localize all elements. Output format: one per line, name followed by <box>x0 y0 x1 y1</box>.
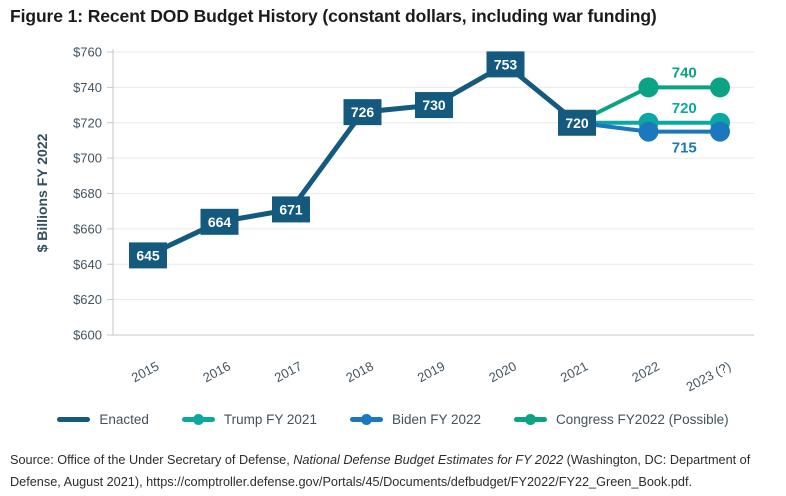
x-tick-label: 2017 <box>272 358 305 385</box>
x-tick-label: 2021 <box>558 358 591 385</box>
data-point-marker <box>710 77 730 98</box>
data-label-box <box>343 99 382 126</box>
data-point-marker <box>710 121 730 142</box>
legend-line-swatch <box>514 413 548 425</box>
y-axis-labels: $600 $620 $640 $660 $680 $700 $720 $740 $760 <box>73 45 102 343</box>
data-label-box <box>558 109 596 136</box>
data-label-box <box>129 242 167 269</box>
y-tick-label: $660 <box>73 221 102 236</box>
series-biden-fy-2022: 715 <box>575 120 730 157</box>
x-tick-label: 2023 (?) <box>684 358 734 394</box>
legend-marker-dot <box>192 413 204 425</box>
y-tick-label: $640 <box>73 257 102 272</box>
x-tick-label: 2018 <box>343 358 376 385</box>
y-tick-label: $740 <box>73 80 102 95</box>
legend-label: Trump FY 2021 <box>223 411 317 427</box>
series-value-label: 720 <box>672 100 697 117</box>
series-value-label: 740 <box>672 64 697 81</box>
legend-marker-dot <box>525 413 537 425</box>
data-label-box <box>415 92 453 119</box>
legend-label: Enacted <box>99 411 149 427</box>
x-tick-label: 2016 <box>200 358 233 385</box>
legend-item-biden-fy-2022: Biden FY 2022 <box>349 411 482 427</box>
legend-item-enacted: Enacted <box>57 412 149 427</box>
data-label-box <box>272 196 310 223</box>
y-tick-label: $680 <box>73 186 102 201</box>
series-value-label: 715 <box>672 140 697 157</box>
y-tick-label: $760 <box>73 45 102 60</box>
legend-item-trump-fy-2021: Trump FY 2021 <box>181 411 317 427</box>
series-congress-fy2022-possible-: 740 <box>575 64 730 125</box>
legend-line-swatch <box>349 413 383 425</box>
x-tick-label: 2020 <box>486 358 519 385</box>
legend-marker-dot <box>360 413 372 425</box>
chart-canvas: $600 $620 $640 $660 $680 $700 $720 $740 $760 2015… <box>34 45 754 394</box>
x-axis-labels: 2015 2016 2017 2018 2019 2020 2021 2022 2023 (?) <box>129 358 734 394</box>
y-axis-title: $ Billions FY 2022 <box>34 133 50 252</box>
legend-label: Congress FY2022 (Possible) <box>556 411 729 427</box>
data-label-value: 726 <box>351 104 375 120</box>
legend-label: Biden FY 2022 <box>391 411 482 427</box>
x-tick-label: 2022 <box>629 358 662 385</box>
data-label-value: 645 <box>136 247 160 263</box>
data-label-value: 730 <box>422 97 446 113</box>
legend-line-swatch <box>181 413 215 425</box>
y-tick-label: $600 <box>73 328 102 343</box>
y-tick-label: $620 <box>73 292 102 307</box>
source-text-prefix: Source: Office of the Under Secretary of… <box>10 453 294 467</box>
legend-line-swatch <box>57 416 91 422</box>
chart-legend: Enacted Trump FY 2021 Biden FY 2022 Congres… <box>0 405 786 433</box>
data-point-marker <box>638 77 659 98</box>
legend-item-congress-fy2022-possible-: Congress FY2022 (Possible) <box>514 412 729 427</box>
source-text-suffix: (Washington, DC: Department of Defense, … <box>10 453 751 489</box>
source-note: Source: Office of the Under Secretary of… <box>10 450 778 493</box>
source-text-italic: National Defense Budget Estimates for FY… <box>293 453 564 467</box>
x-tick-label: 2015 <box>129 358 162 385</box>
data-label-value: 671 <box>279 201 303 217</box>
y-tick-label: $700 <box>73 151 102 166</box>
x-tick-label: 2019 <box>415 358 448 385</box>
y-tick-label: $720 <box>73 115 102 130</box>
data-label-box <box>200 208 239 235</box>
data-label-value: 720 <box>565 115 589 131</box>
figure-title: Figure 1: Recent DOD Budget History (con… <box>10 6 657 26</box>
series-enacted: 645 664 671 726 730 753 720 <box>129 51 596 269</box>
data-point-marker <box>638 121 659 142</box>
data-label-box <box>486 51 525 78</box>
data-label-value: 664 <box>208 214 232 230</box>
data-label-value: 753 <box>494 56 518 72</box>
